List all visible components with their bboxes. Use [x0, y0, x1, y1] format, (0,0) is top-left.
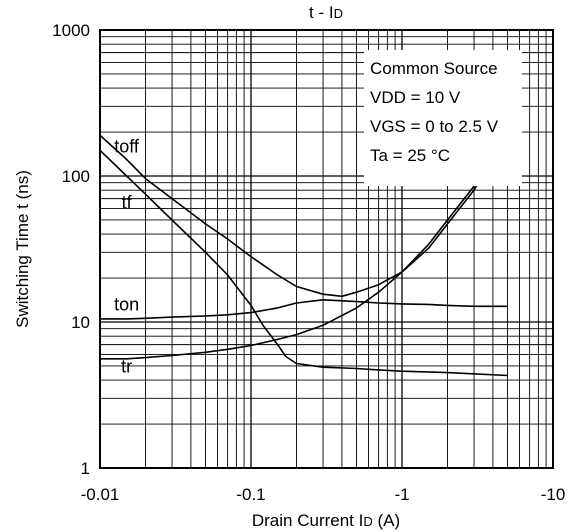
series-labels: toff tf ton tr	[114, 136, 140, 376]
x-tick-label: -0.1	[236, 485, 265, 504]
annotation-line-2: VDD = 10 V	[370, 88, 461, 107]
annotation-box-frame	[364, 50, 522, 186]
axis-ticks: -0.01 -0.1 -1 -10 1 10 100 1000	[52, 21, 565, 504]
plot-frame	[99, 29, 554, 469]
x-tick-label: -10	[541, 485, 566, 504]
annotation-line-4: Ta = 25 °C	[370, 146, 450, 165]
y-tick-label: 100	[62, 167, 90, 186]
x-tick-label: -0.01	[81, 485, 120, 504]
series-label-toff: toff	[114, 136, 140, 156]
series-label-tr: tr	[121, 357, 132, 377]
annotation-box: Common Source VDD = 10 V VGS = 0 to 2.5 …	[364, 50, 522, 186]
y-tick-label: 1000	[52, 21, 90, 40]
series-group	[99, 134, 508, 377]
series-label-ton: ton	[114, 294, 139, 314]
y-tick-label: 1	[81, 459, 90, 478]
x-axis-label: Drain Current ID (A)	[252, 511, 400, 530]
series-line-toff	[99, 134, 487, 298]
y-axis-label: Switching Time t (ns)	[13, 170, 32, 328]
series-line-tr	[100, 166, 491, 360]
series-label-tf: tf	[122, 192, 133, 212]
annotation-line-3: VGS = 0 to 2.5 V	[370, 117, 499, 136]
y-tick-label: 10	[71, 313, 90, 332]
series-line-tf	[99, 149, 508, 377]
annotation-line-1: Common Source	[370, 59, 498, 78]
chart-title: t - ID	[309, 3, 343, 22]
series-line-ton	[100, 299, 508, 320]
x-tick-label: -1	[394, 485, 409, 504]
